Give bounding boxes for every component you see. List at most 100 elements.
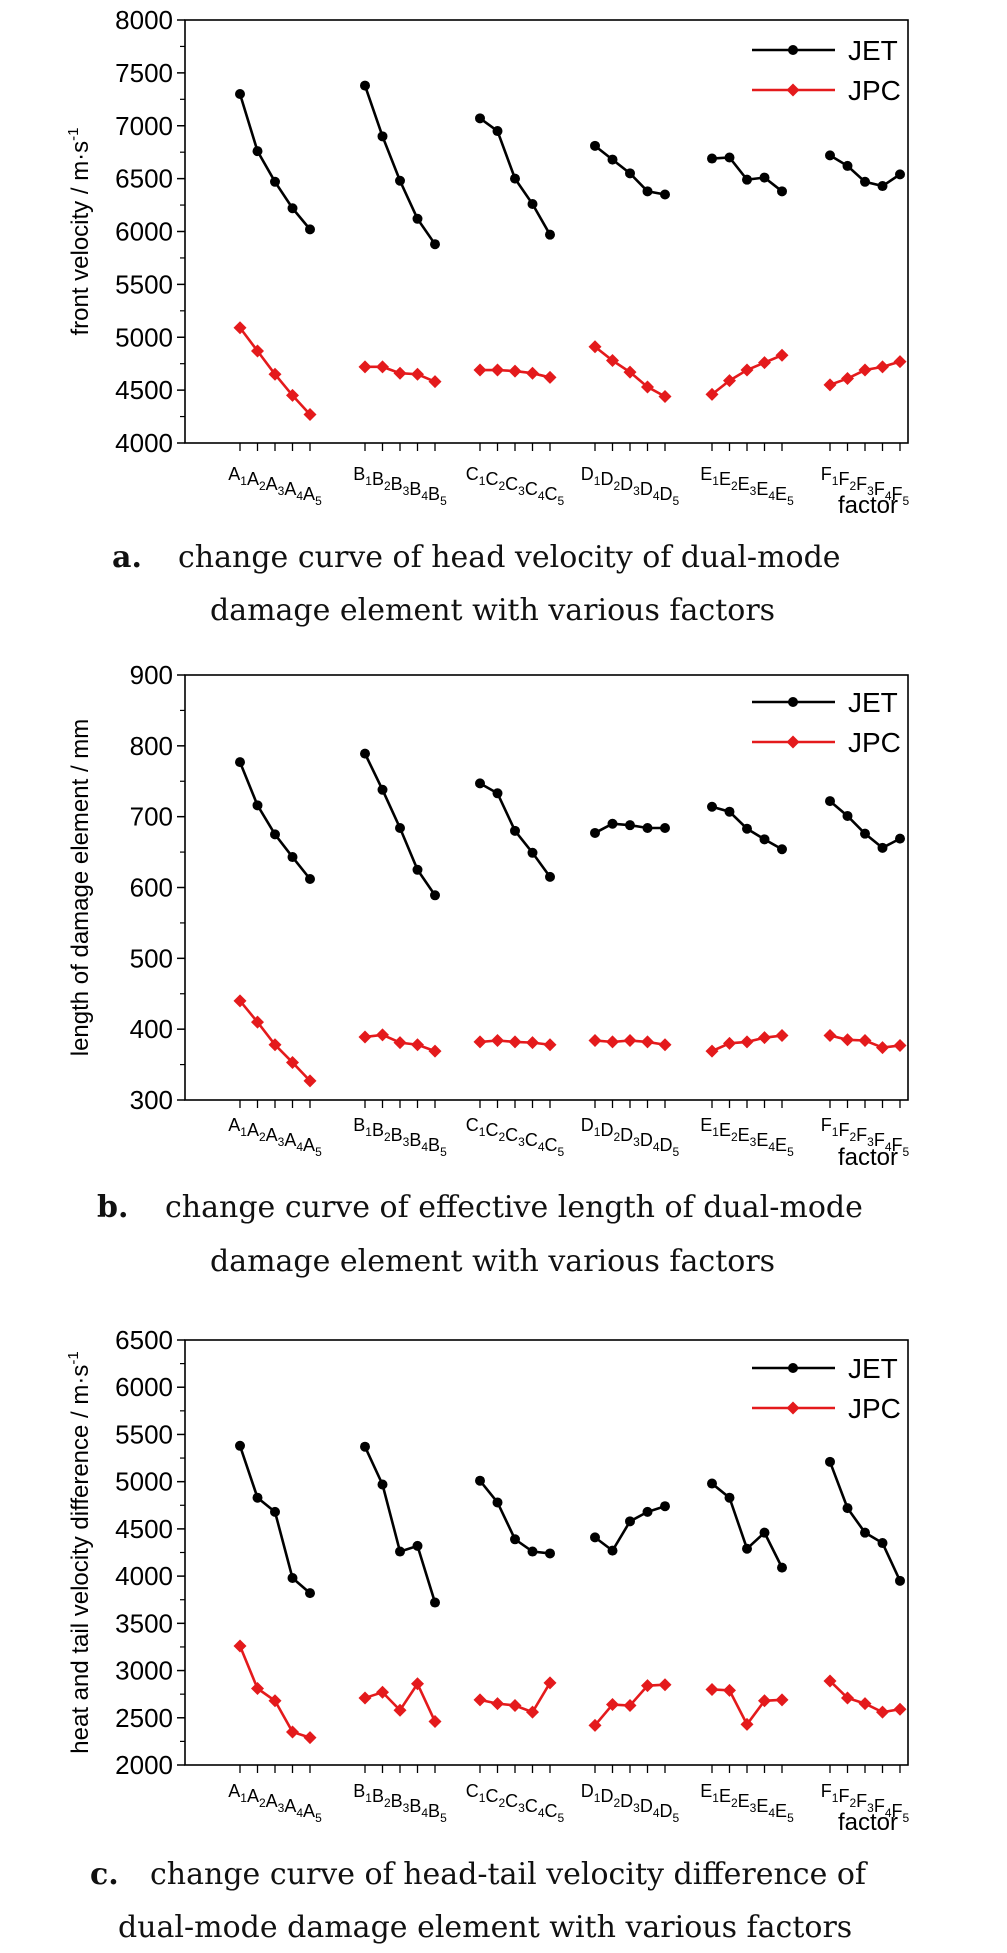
y-tick-label: 600: [130, 873, 173, 903]
data-point: [475, 1475, 485, 1486]
x-category-label: D1D2D3D4D5: [581, 1781, 680, 1825]
data-point: [658, 1678, 672, 1692]
x-category-label: B1B2B3B4B5: [353, 1115, 447, 1159]
series-jet: [235, 748, 905, 901]
y-tick-label: 2500: [115, 1703, 173, 1733]
x-category-label: F1F2F3F4F5: [821, 1781, 910, 1825]
data-point: [473, 1693, 487, 1707]
data-point: [777, 844, 787, 855]
data-point: [858, 1034, 872, 1047]
y-tick-label: 800: [130, 731, 173, 761]
data-point: [270, 1506, 280, 1517]
legend-marker: [786, 1401, 800, 1415]
data-point: [841, 1691, 854, 1705]
series-jpc: [233, 994, 907, 1088]
y-tick-label: 4500: [115, 375, 173, 405]
data-point: [492, 126, 503, 137]
data-point: [842, 160, 853, 171]
y-axis-label: length of damage element / mm: [67, 719, 94, 1057]
x-category-label: A1A2A3A4A5: [228, 464, 322, 508]
chart-c: 2000 2500 3000 3500 4000 4500 5000 5500 6000 6500…: [65, 1325, 910, 1945]
y-tick-label: 7000: [115, 111, 173, 141]
caption-line-1: change curve of effective length of dual…: [165, 1190, 863, 1225]
data-point: [825, 1456, 835, 1467]
y-tick-label: 3000: [115, 1656, 173, 1686]
data-point: [642, 186, 653, 197]
data-point: [724, 1492, 735, 1503]
data-point: [606, 354, 619, 368]
data-point: [625, 820, 635, 831]
data-point: [707, 801, 717, 812]
data-point: [510, 173, 520, 184]
caption-line-2: damage element with various factors: [210, 1244, 775, 1279]
y-tick-label: 400: [130, 1014, 173, 1044]
legend-label: JET: [848, 687, 898, 718]
y-tick-label: 5500: [115, 1419, 173, 1449]
data-point: [758, 1031, 771, 1045]
legend: JET JPC: [752, 687, 901, 758]
y-tick-label: 3500: [115, 1608, 173, 1638]
data-point: [360, 748, 370, 759]
data-point: [376, 1685, 389, 1699]
x-category-label: C1C2C3C4C5: [466, 1115, 565, 1159]
data-point: [658, 389, 672, 403]
legend-label: JET: [848, 35, 898, 66]
data-point: [491, 1034, 504, 1047]
data-point: [491, 1697, 504, 1711]
y-axis-label: heat and tail velocity difference / m·s-…: [65, 1351, 94, 1753]
legend-marker: [788, 697, 798, 707]
data-point: [377, 784, 388, 795]
x-category-label: F1F2F3F4F5: [821, 464, 910, 508]
data-point: [742, 1543, 752, 1554]
data-point: [641, 1679, 654, 1693]
data-point: [660, 1501, 670, 1512]
series-line-jet: [594, 1504, 666, 1553]
series-line-jet: [363, 85, 437, 245]
data-point: [759, 1527, 770, 1538]
data-point: [395, 175, 405, 186]
data-point: [286, 1725, 299, 1739]
data-point: [707, 153, 717, 164]
data-point: [588, 340, 602, 354]
y-tick-label: 8000: [115, 5, 173, 35]
data-point: [742, 174, 752, 185]
data-point: [393, 1036, 407, 1050]
data-point: [251, 344, 264, 358]
data-point: [775, 348, 789, 362]
plot-frame: [184, 674, 909, 1101]
legend-label: JPC: [848, 1393, 901, 1424]
data-point: [707, 1478, 717, 1489]
data-point: [740, 1717, 754, 1731]
y-tick-label: 900: [130, 660, 173, 690]
data-point: [877, 181, 888, 192]
data-point: [303, 1731, 317, 1745]
y-tick-label: 4000: [115, 428, 173, 458]
data-point: [358, 360, 372, 374]
data-point: [527, 847, 538, 858]
caption-line-1: change curve of head-tail velocity diffe…: [150, 1857, 868, 1892]
legend-marker: [786, 83, 800, 97]
series-line-jet: [711, 1482, 784, 1569]
data-point: [473, 363, 487, 377]
data-point: [411, 1038, 424, 1052]
data-point: [723, 374, 736, 388]
caption-line-2: dual-mode damage element with various fa…: [118, 1910, 852, 1945]
data-point: [625, 168, 635, 179]
x-category-label: C1C2C3C4C5: [466, 464, 565, 508]
data-point: [876, 1705, 889, 1719]
data-point: [430, 890, 440, 901]
legend-label: JPC: [848, 75, 901, 106]
data-point: [412, 1540, 423, 1551]
chart-a: 4000 4500 5000 5500 6000 6500 7000 7500 8000 fron…: [65, 5, 910, 628]
data-point: [235, 89, 245, 100]
data-point: [607, 1545, 618, 1556]
series-line-jet: [829, 800, 901, 850]
data-point: [841, 371, 854, 385]
data-point: [606, 1698, 619, 1712]
data-point: [303, 1074, 317, 1088]
series-line-jet: [711, 156, 783, 193]
data-point: [775, 1693, 789, 1707]
x-category-label: B1B2B3B4B5: [353, 1781, 447, 1825]
data-point: [492, 788, 503, 799]
data-point: [860, 1527, 870, 1538]
